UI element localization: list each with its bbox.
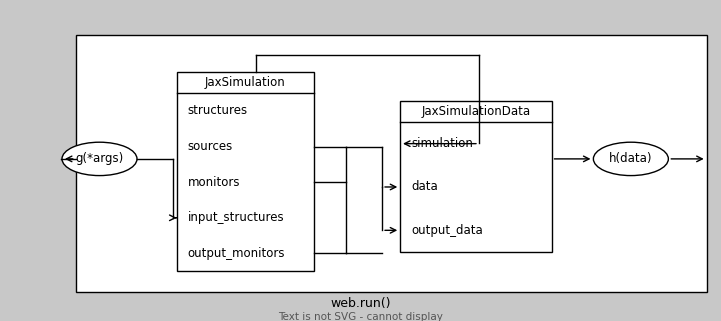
Text: structures: structures	[187, 104, 247, 117]
Text: g(*args): g(*args)	[76, 152, 123, 165]
Circle shape	[593, 142, 668, 176]
Text: input_structures: input_structures	[187, 211, 284, 224]
Text: JaxSimulation: JaxSimulation	[205, 76, 286, 89]
Text: sources: sources	[187, 140, 233, 153]
Text: output_monitors: output_monitors	[187, 247, 285, 260]
Text: monitors: monitors	[187, 176, 240, 189]
Text: data: data	[411, 180, 438, 194]
Text: simulation: simulation	[411, 137, 473, 150]
Circle shape	[62, 142, 137, 176]
Text: output_data: output_data	[411, 224, 483, 237]
Bar	[400, 101, 552, 252]
Text: JaxSimulationData: JaxSimulationData	[421, 105, 531, 118]
Text: Text is not SVG - cannot display: Text is not SVG - cannot display	[278, 312, 443, 321]
Text: h(data): h(data)	[609, 152, 653, 165]
Bar	[177, 72, 314, 271]
Text: web.run(): web.run()	[330, 297, 391, 310]
Bar	[76, 35, 707, 292]
